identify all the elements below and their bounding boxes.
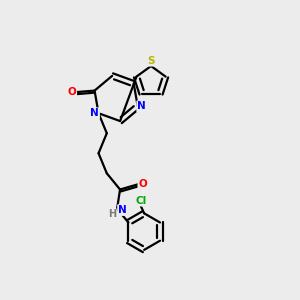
Text: N: N — [137, 101, 146, 111]
Text: N: N — [90, 108, 99, 118]
Text: N: N — [118, 205, 127, 215]
Text: Cl: Cl — [135, 196, 146, 206]
Text: O: O — [138, 178, 147, 189]
Text: O: O — [68, 87, 76, 97]
Text: S: S — [147, 56, 155, 66]
Text: H: H — [108, 209, 116, 219]
